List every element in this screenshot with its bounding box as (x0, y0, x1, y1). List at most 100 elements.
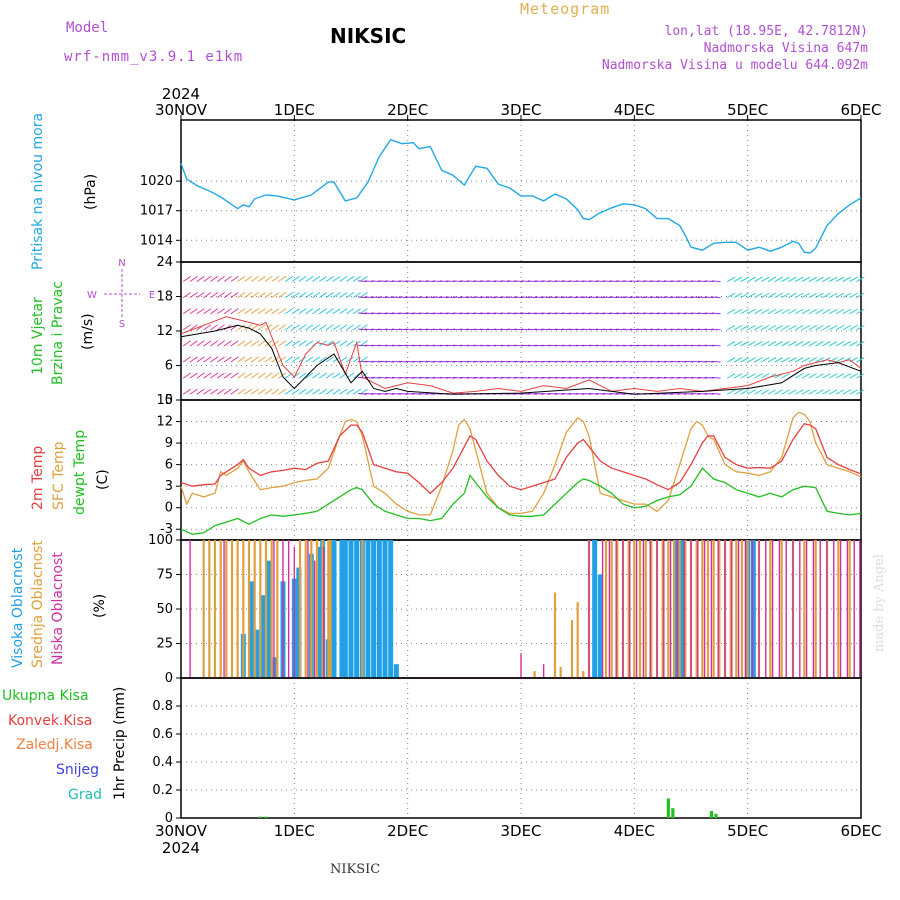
wind-barb (555, 376, 565, 379)
wind-barb (527, 376, 537, 379)
cloud-bar-mid (695, 540, 698, 678)
wind-barb (446, 376, 456, 379)
wind-barb (616, 328, 626, 331)
wind-barb (514, 296, 524, 299)
wind-barb (822, 292, 831, 299)
wind-barb (754, 308, 763, 315)
wind-barb (196, 308, 205, 315)
wind-barb (555, 280, 565, 282)
wind-barb (808, 324, 817, 331)
wind-barb (459, 296, 469, 299)
wind-barb (298, 388, 307, 395)
wind-barb (230, 340, 239, 347)
wind-barb (801, 373, 811, 379)
wind-barb (697, 393, 707, 395)
wind-barb (595, 393, 605, 395)
wind-barb (346, 340, 355, 347)
wind-barb (521, 360, 531, 363)
wind-barb (385, 312, 395, 315)
wind-barb (405, 360, 415, 363)
wind-barb (589, 376, 599, 379)
cloud-bar-high (296, 567, 302, 678)
wind-barb (822, 308, 831, 315)
wind-barb (740, 389, 749, 395)
wind-barb (747, 389, 756, 395)
wind-barb (405, 344, 415, 347)
wind-barb (856, 292, 865, 299)
wind-barb (493, 328, 503, 331)
wind-barb (677, 344, 687, 347)
wind-barb (767, 324, 777, 331)
wind-barb (697, 312, 707, 315)
wind-barb (609, 344, 619, 347)
wind-barb (412, 328, 422, 331)
wind-barb (459, 328, 469, 331)
wind-barb (684, 360, 694, 363)
cloud-bar-mid (684, 540, 687, 678)
cloud-bar-mid (208, 540, 211, 678)
wind-barb (609, 376, 619, 379)
wind-barb (305, 324, 314, 331)
wind-barb (251, 388, 259, 395)
wind-barb (439, 328, 449, 331)
wind-barb (602, 360, 612, 363)
wind-barb (575, 360, 585, 363)
wind-barb (650, 360, 660, 363)
wind-barb (353, 276, 361, 282)
wind-barb (353, 388, 361, 395)
wind-barb (391, 328, 401, 331)
wind-barb (629, 360, 639, 363)
wind-barb (548, 312, 558, 315)
wind-barb (371, 376, 381, 379)
wind-barb (453, 344, 463, 347)
time-label-bottom: 5DEC (727, 822, 768, 840)
wind-barb (609, 393, 619, 395)
wind-barb (650, 280, 660, 282)
wind-barb (237, 388, 246, 395)
cloud-bar-mid (304, 540, 307, 678)
cloud-bar-mid (616, 540, 619, 678)
wind-barb (257, 340, 266, 347)
wind-barb (183, 356, 191, 363)
wind-barb (711, 328, 721, 331)
wind-barb (291, 324, 300, 331)
wind-barb (257, 372, 266, 379)
cloud-bar-mid (814, 540, 817, 678)
time-label-bottom: 4DEC (614, 822, 655, 840)
wind-barb (459, 344, 469, 347)
wind-barb (657, 296, 667, 299)
wind-barb (609, 280, 619, 282)
wind-barb (711, 393, 721, 395)
cloud-bar-low (635, 540, 638, 678)
wind-barb (357, 312, 367, 315)
wind-barb (223, 388, 232, 395)
cloud-bar-mid (661, 540, 664, 678)
wind-barb (623, 344, 633, 347)
wind-barb (761, 292, 770, 299)
wind-barb (319, 340, 327, 347)
wind-barb (285, 276, 293, 282)
wind-barb (568, 296, 578, 299)
wind-barb (189, 308, 198, 315)
wind-barb (781, 389, 790, 395)
cloud-bar-low (758, 540, 760, 678)
wind-barb (230, 372, 239, 379)
wind-barb (623, 360, 633, 363)
cloud-bar-mid (729, 540, 732, 678)
wind-barb (663, 393, 673, 395)
wind-barb (391, 312, 401, 315)
wind-barb (319, 356, 327, 363)
wind-barb (244, 292, 253, 299)
wind-barb (298, 276, 307, 282)
wind-barb (684, 328, 694, 331)
wind-barb (623, 328, 633, 331)
wind-barb (677, 360, 687, 363)
wind-barb (808, 357, 817, 363)
wind-barb (385, 393, 395, 395)
wind-barb (493, 312, 503, 315)
wind-barb (514, 312, 524, 315)
cloud-bar-mid (242, 540, 245, 678)
time-label-bottom: 2DEC (387, 822, 428, 840)
cloud-bar-low (846, 540, 849, 678)
time-label-top: 4DEC (614, 101, 655, 119)
